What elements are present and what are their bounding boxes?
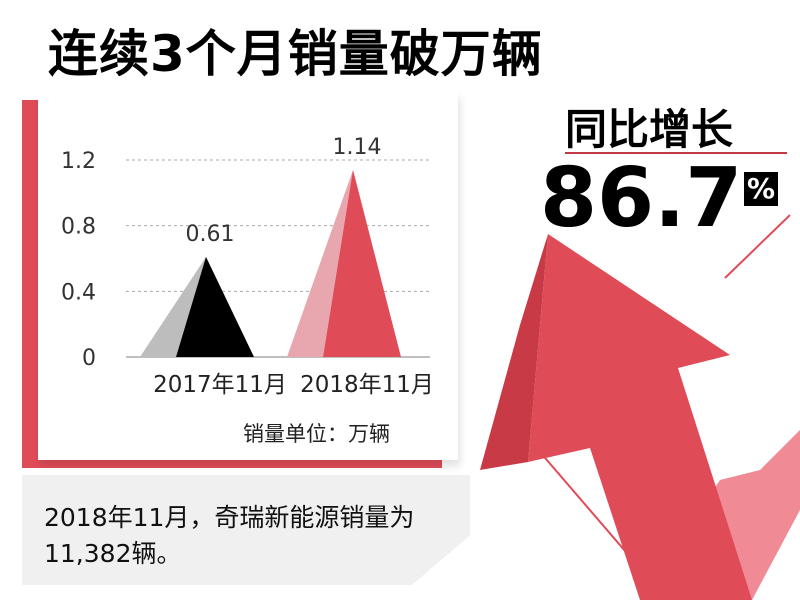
sales-chart: 0 0.4 0.8 1.2 0.61 2017年11月 1.14 2018年11月 (61, 135, 434, 398)
y-tick-label: 0.4 (61, 280, 96, 305)
yoy-underline (565, 152, 787, 154)
note-box (22, 475, 470, 585)
yoy-growth-value: 86.7 (540, 151, 743, 246)
sales-note-text: 2018年11月，奇瑞新能源销量为11,382辆。 (44, 503, 415, 568)
x-tick-label: 2017年11月 (153, 372, 287, 398)
arrow-body (528, 234, 752, 600)
yoy-growth-label: 同比增长 (565, 105, 734, 154)
arrow-highlight (480, 234, 548, 470)
arrow-outline-bottom (539, 451, 651, 581)
y-tick-label: 1.2 (61, 149, 96, 174)
bar-2 (323, 169, 401, 357)
bar-value-label: 1.14 (333, 135, 382, 160)
y-tick-label: 0 (82, 346, 96, 371)
arrow-outline-top (724, 214, 791, 279)
yoy-percent-badge: % (744, 172, 778, 206)
chart-card: 0 0.4 0.8 1.2 0.61 2017年11月 1.14 2018年11月 (38, 92, 458, 460)
bar-value-label: 0.61 (186, 222, 235, 247)
sales-unit-note: 销量单位：万辆 (243, 422, 390, 446)
bar-1 (176, 256, 254, 357)
headline: 连续3个月销量破万辆 (48, 25, 543, 83)
x-tick-label: 2018年11月 (300, 372, 434, 398)
y-tick-label: 0.8 (61, 215, 96, 240)
